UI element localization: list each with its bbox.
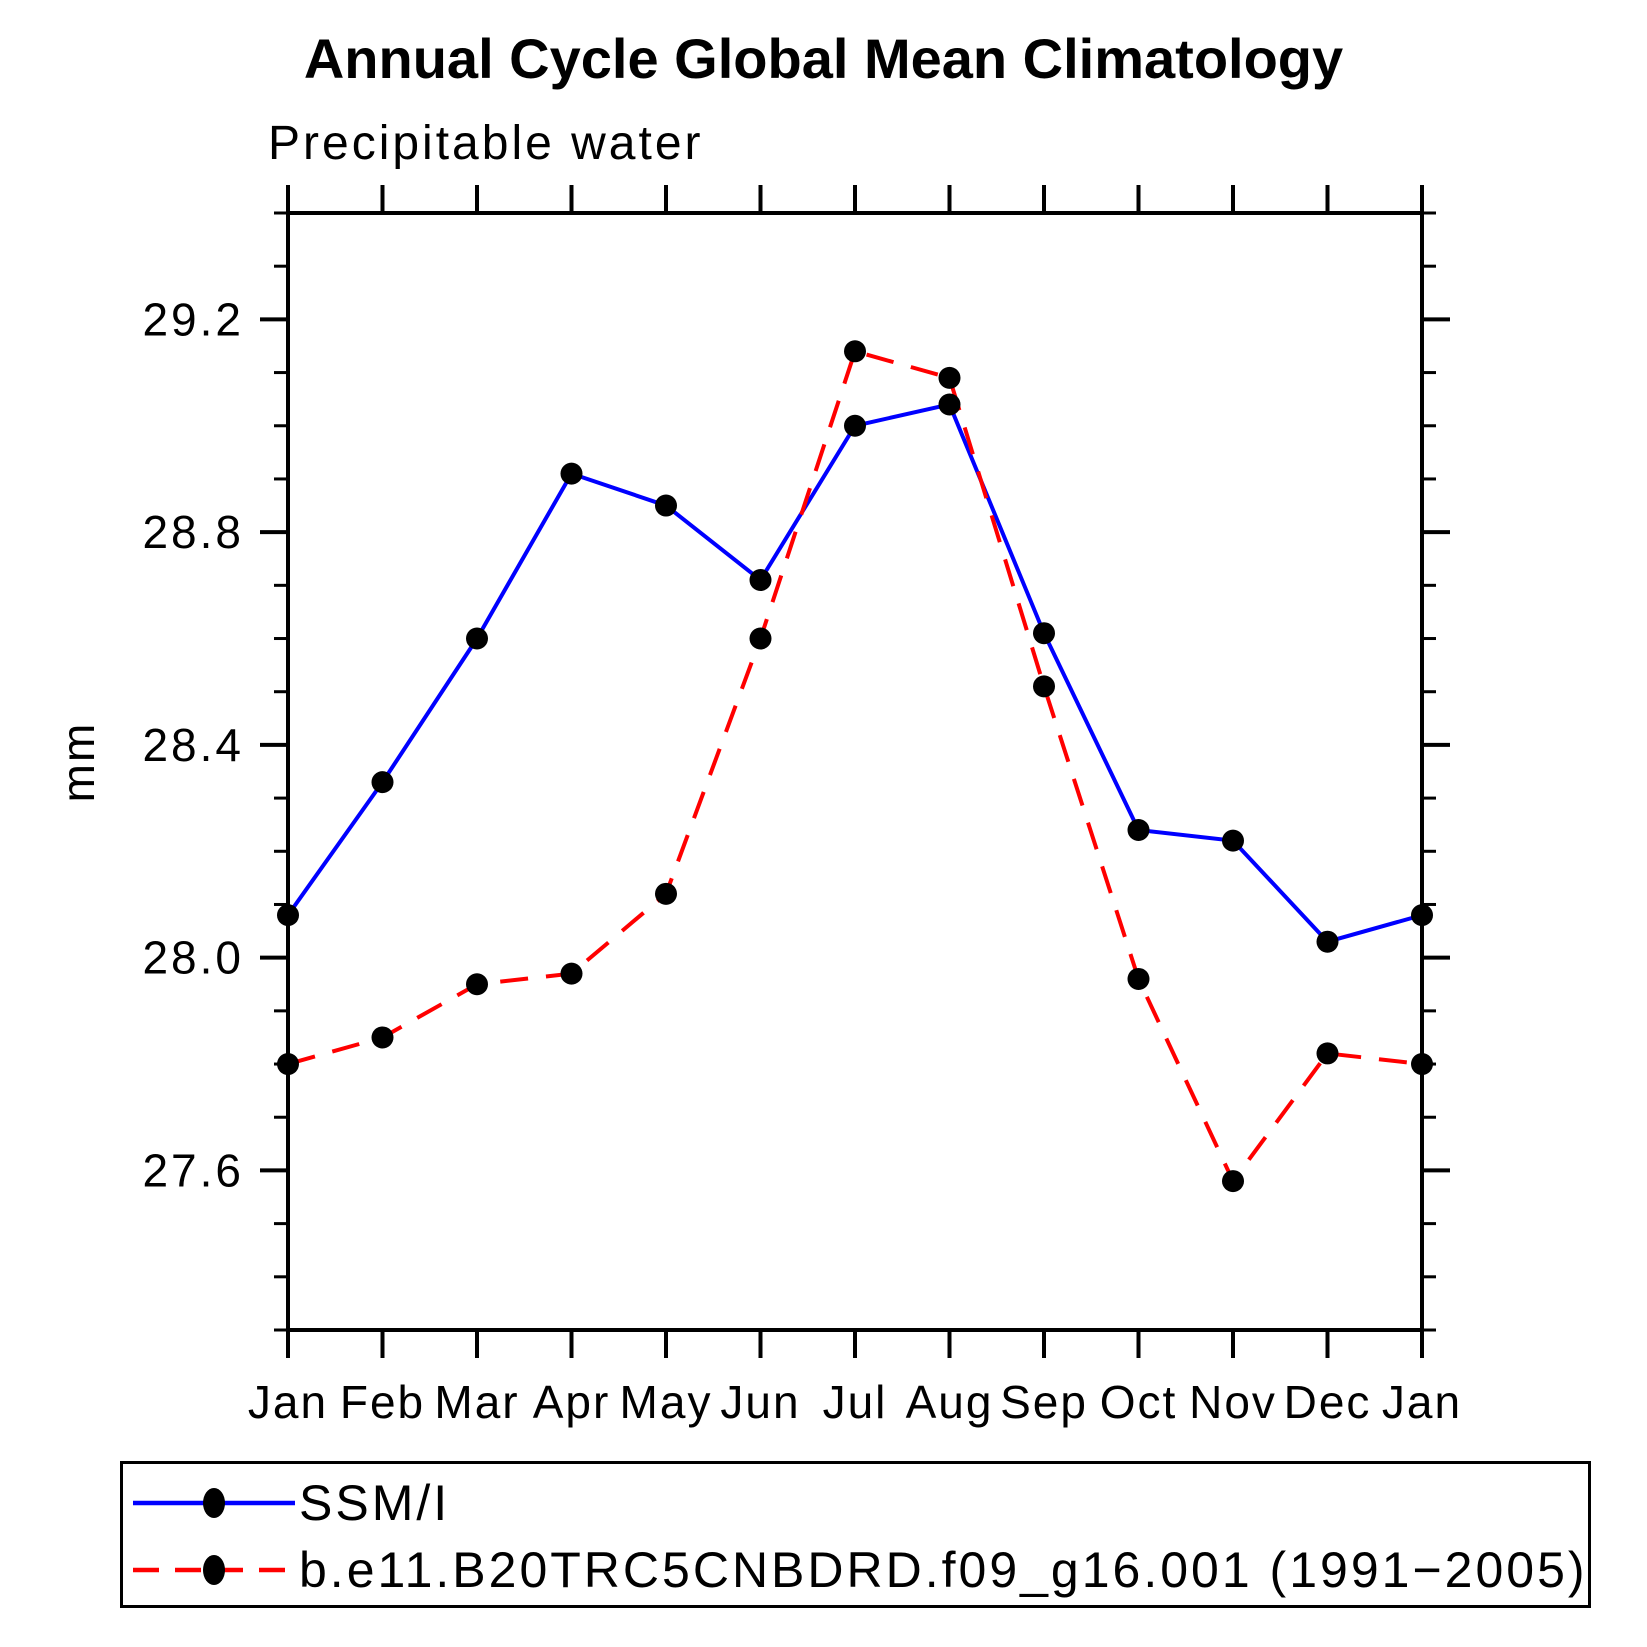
x-tick-label: Jun	[720, 1376, 800, 1428]
legend-entry-model: b.e11.B20TRC5CNBDRD.f09_g16.001 (1991−20…	[129, 1545, 1588, 1595]
y-tick-label: 28.4	[142, 719, 244, 771]
ssmi-marker-jun-5	[749, 569, 772, 592]
legend-label-model: b.e11.B20TRC5CNBDRD.f09_g16.001 (1991−20…	[299, 1542, 1588, 1598]
model-marker-dec-11	[1316, 1042, 1339, 1065]
plot-frame	[286, 211, 1424, 1332]
model-marker-feb-1	[371, 1026, 394, 1049]
model-marker-apr-3	[560, 962, 583, 985]
ssmi-line	[286, 402, 1423, 944]
model-marker-mar-2	[466, 973, 488, 996]
model-marker-jan-12	[1411, 1053, 1433, 1076]
ssmi-marker-sep-8	[1033, 622, 1055, 645]
x-tick-label: Apr	[533, 1376, 611, 1428]
model-marker-nov-10	[1222, 1170, 1244, 1193]
x-tick-label: Aug	[906, 1376, 994, 1428]
model-marker-jun-5	[749, 627, 772, 650]
legend-marker-ssmi	[203, 1488, 225, 1518]
model-marker-aug-7	[938, 366, 961, 389]
ssmi-marker-jan-0	[277, 904, 299, 927]
ssmi-marker-jul-6	[844, 414, 866, 437]
ssmi-marker-dec-11	[1316, 930, 1339, 953]
x-tick-label: Feb	[340, 1376, 425, 1428]
x-tick-label: May	[620, 1376, 713, 1428]
y-tick-label: 28.0	[142, 932, 244, 984]
model-marker-may-4	[655, 882, 677, 905]
legend-box: SSM/I b.e11.B20TRC5CNBDRD.f09_g16.001 (1…	[120, 1461, 1591, 1608]
model-marker-jul-6	[844, 340, 866, 363]
ssmi-marker-may-4	[655, 494, 677, 517]
x-tick-label: Nov	[1189, 1376, 1277, 1428]
ssmi-marker-nov-10	[1222, 829, 1244, 852]
x-tick-label: Jan	[248, 1376, 328, 1428]
x-tick-label: Jul	[823, 1376, 888, 1428]
x-tick-label: Mar	[434, 1376, 519, 1428]
model-marker-oct-9	[1127, 967, 1150, 990]
model-marker-sep-8	[1033, 675, 1055, 698]
x-tick-label: Dec	[1284, 1376, 1372, 1428]
y-tick-label: 28.8	[142, 506, 244, 558]
model-marker-jan-0	[277, 1053, 299, 1076]
ssmi-marker-jan-12	[1411, 904, 1433, 927]
y-tick-label: 29.2	[142, 293, 244, 345]
model-line	[287, 348, 1423, 1185]
ssmi-marker-oct-9	[1127, 819, 1150, 842]
ssmi-marker-apr-3	[560, 462, 583, 485]
legend-marker-model	[203, 1555, 225, 1585]
legend-label-ssmi: SSM/I	[299, 1475, 451, 1531]
legend-entry-ssmi: SSM/I	[129, 1478, 450, 1528]
y-tick-label: 27.6	[142, 1144, 244, 1196]
legend-swatch-model	[133, 1555, 295, 1585]
ssmi-marker-aug-7	[938, 393, 961, 416]
ssmi-marker-mar-2	[466, 627, 488, 650]
chart-title: Annual Cycle Global Mean Climatology	[303, 27, 1344, 90]
chart-subtitle: Precipitable water	[268, 117, 704, 170]
legend-swatch-ssmi	[133, 1488, 295, 1518]
x-tick-label: Jan	[1382, 1376, 1462, 1428]
x-tick-label: Oct	[1100, 1376, 1178, 1428]
x-tick-label: Sep	[1000, 1376, 1088, 1428]
ssmi-marker-feb-1	[371, 771, 394, 794]
